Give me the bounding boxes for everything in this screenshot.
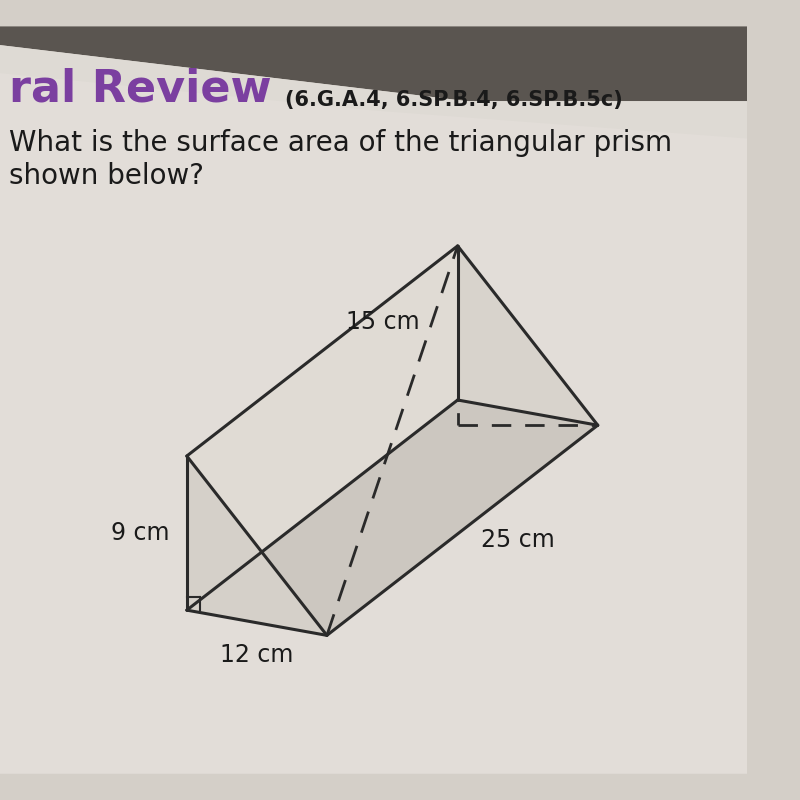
Text: ral Review: ral Review bbox=[10, 67, 272, 110]
Polygon shape bbox=[0, 26, 747, 101]
Text: shown below?: shown below? bbox=[10, 162, 204, 190]
Text: 25 cm: 25 cm bbox=[481, 528, 554, 552]
Polygon shape bbox=[0, 45, 747, 774]
Text: (6.G.A.4, 6.SP.B.4, 6.SP.B.5c): (6.G.A.4, 6.SP.B.4, 6.SP.B.5c) bbox=[285, 90, 622, 110]
Polygon shape bbox=[186, 400, 598, 635]
Polygon shape bbox=[186, 456, 327, 635]
Text: 12 cm: 12 cm bbox=[220, 643, 294, 667]
Text: What is the surface area of the triangular prism: What is the surface area of the triangul… bbox=[10, 129, 673, 157]
Polygon shape bbox=[186, 246, 458, 610]
Polygon shape bbox=[186, 246, 598, 635]
Text: 9 cm: 9 cm bbox=[111, 521, 170, 545]
Polygon shape bbox=[0, 73, 747, 774]
Text: 15 cm: 15 cm bbox=[346, 310, 419, 334]
Polygon shape bbox=[458, 246, 598, 426]
